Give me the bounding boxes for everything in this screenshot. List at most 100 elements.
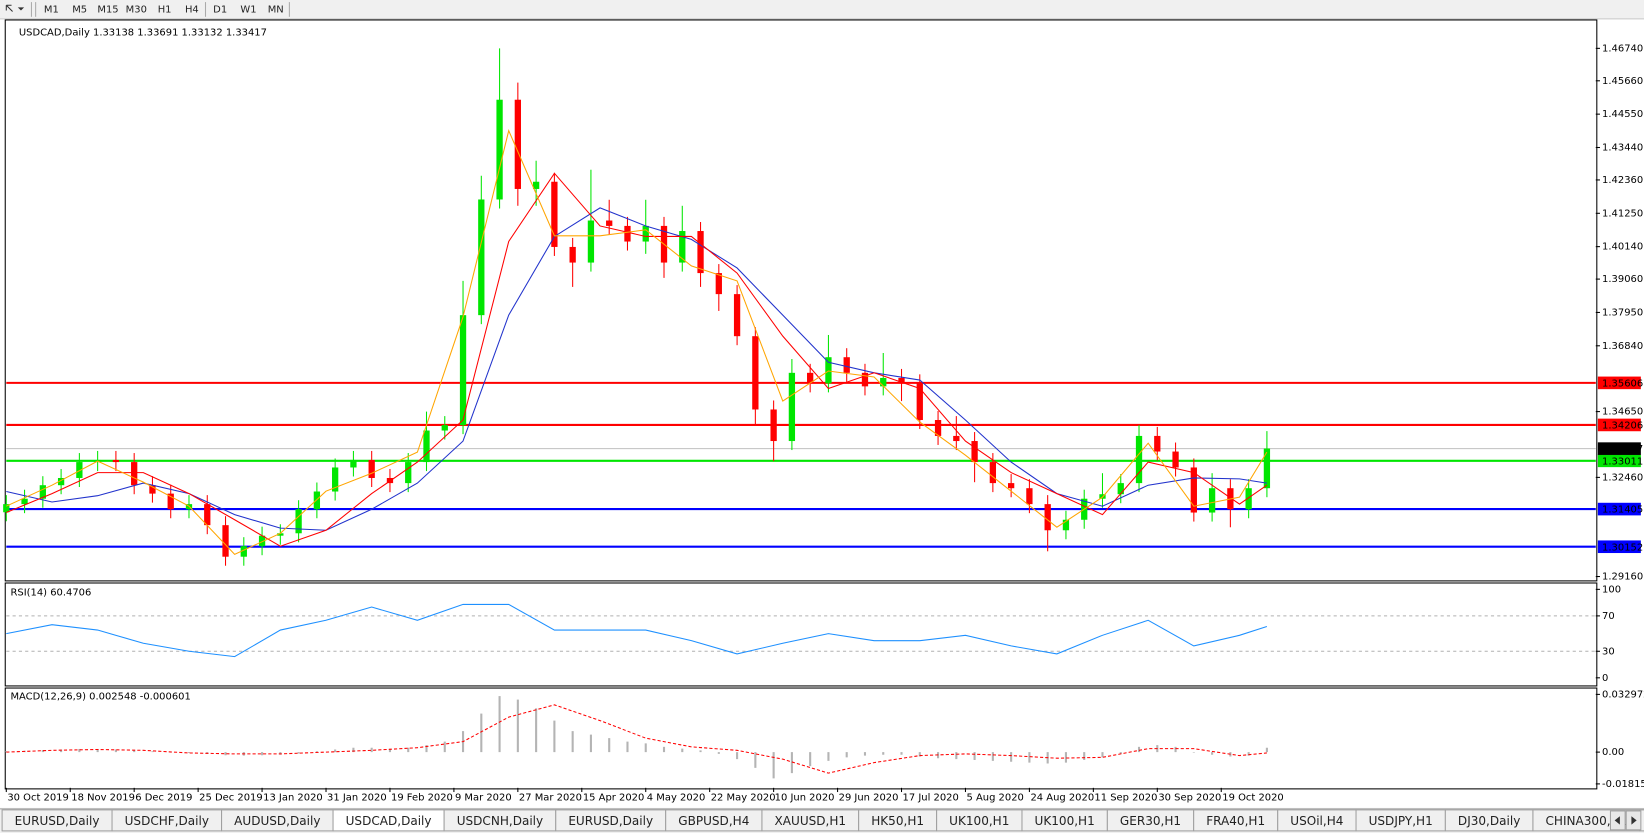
candle-body — [861, 372, 869, 387]
x-tick-label: 6 Dec 2019 — [135, 792, 192, 803]
candle-body — [733, 294, 741, 337]
tab-label[interactable]: HK50,H1 — [871, 814, 924, 828]
moving-average — [6, 172, 1268, 547]
candle-body — [1154, 435, 1161, 452]
y-tick-label: 1.32460 — [1602, 472, 1643, 483]
level-label-box — [1597, 502, 1641, 516]
current-price-box — [1597, 442, 1641, 455]
timeframe-button[interactable]: W1 — [240, 4, 256, 15]
timeframe-button[interactable]: MN — [268, 4, 284, 15]
cursor-icon[interactable] — [5, 4, 13, 12]
tab-label[interactable]: USDCAD,Daily — [346, 814, 432, 828]
histogram-bar — [1119, 752, 1122, 754]
candle-body — [3, 504, 10, 513]
histogram-bar — [662, 746, 666, 753]
candle-body — [240, 546, 247, 557]
level-label: 1.31405 — [1602, 505, 1643, 516]
tab-label[interactable]: USDJPY,H1 — [1369, 814, 1433, 828]
histogram-bar — [498, 696, 501, 753]
histogram-bar — [388, 748, 392, 753]
histogram-bar — [224, 752, 227, 756]
current-price-label: 1.33417 — [1602, 444, 1643, 455]
candle-body — [332, 467, 339, 492]
tab-label[interactable]: GER30,H1 — [1120, 814, 1181, 828]
candle-body — [1044, 504, 1051, 531]
level-label-box — [1597, 540, 1641, 554]
histogram-bar — [918, 752, 921, 757]
timeframe-button[interactable]: M1 — [44, 4, 59, 15]
candle-body — [258, 535, 266, 547]
candle-body — [222, 525, 229, 557]
candle-body — [350, 459, 357, 468]
candle-body — [532, 181, 540, 189]
tab-label[interactable]: XAUUSD,H1 — [775, 814, 847, 828]
timeframe-button[interactable]: M30 — [126, 4, 147, 15]
y-tick-label: 1.40140 — [1602, 242, 1643, 253]
candle-body — [752, 336, 759, 410]
level-label: 1.35606 — [1602, 378, 1643, 389]
tab-label[interactable]: EURUSD,Daily — [15, 814, 100, 828]
histogram-bar — [1192, 752, 1195, 753]
y-tick-label: 1.36840 — [1602, 341, 1643, 352]
tab-label[interactable]: FRA40,H1 — [1206, 814, 1265, 828]
chart-title: USDCAD,Daily 1.33138 1.33691 1.33132 1.3… — [19, 28, 267, 39]
histogram-bar — [863, 752, 867, 756]
x-tick-label: 18 Nov 2019 — [71, 792, 135, 803]
histogram-bar — [1137, 746, 1141, 753]
tab-label[interactable]: UK100,H1 — [1035, 814, 1095, 828]
histogram-bar — [334, 749, 337, 753]
candle-body — [39, 485, 46, 499]
tab-label[interactable]: UK100,H1 — [949, 814, 1009, 828]
histogram-bar — [790, 752, 793, 774]
tab-label[interactable]: USOil,H4 — [1290, 814, 1343, 828]
candle-body — [880, 377, 887, 387]
y-tick-label: 30 — [1602, 646, 1615, 657]
tab-label[interactable]: USDCHF,Daily — [125, 814, 209, 828]
histogram-bar — [1083, 752, 1086, 760]
candle-body — [514, 99, 521, 189]
histogram-bar — [297, 752, 300, 754]
timeframe-button[interactable]: H1 — [158, 4, 172, 15]
candle-body — [989, 462, 997, 484]
candle-body — [825, 357, 832, 384]
tab-label[interactable]: AUDUSD,Daily — [234, 814, 320, 828]
moving-average — [6, 129, 1268, 555]
candle-body — [1062, 519, 1070, 531]
y-tick-label: 1.37950 — [1602, 307, 1643, 318]
x-tick-label: 13 Jan 2020 — [263, 792, 323, 803]
panel-frame — [4, 19, 1598, 582]
dropdown-icon[interactable] — [17, 7, 25, 11]
histogram-bar — [736, 752, 739, 760]
histogram-bar — [809, 752, 812, 767]
y-tick-label: 100 — [1602, 584, 1621, 595]
x-tick-label: 30 Sep 2020 — [1158, 792, 1221, 803]
tab-label[interactable]: CHINA300,H1 — [1546, 814, 1628, 828]
signal-line — [6, 704, 1267, 774]
rsi-line — [6, 603, 1268, 658]
x-tick-label: 19 Feb 2020 — [391, 792, 453, 803]
timeframe-button[interactable]: M15 — [97, 4, 118, 15]
timeframe-button[interactable]: D1 — [213, 4, 227, 15]
moving-average — [6, 207, 1267, 531]
histogram-bar — [407, 747, 410, 753]
candle-body — [1172, 451, 1179, 468]
timeframe-button[interactable]: H4 — [185, 4, 199, 15]
histogram-bar — [827, 752, 830, 761]
histogram-bar — [589, 734, 592, 753]
histogram-bar — [772, 752, 775, 779]
candle-body — [204, 504, 211, 526]
tab-label[interactable]: USDCNH,Daily — [457, 814, 543, 828]
candle-body — [368, 459, 375, 478]
candle-body — [697, 231, 704, 274]
y-tick-label: 1.46740 — [1602, 43, 1643, 54]
tab-label[interactable]: EURUSD,Daily — [568, 814, 653, 828]
tab-label[interactable]: DJ30,Daily — [1458, 814, 1520, 828]
tab-label[interactable]: GBPUSD,H4 — [678, 814, 749, 828]
histogram-bar — [187, 752, 191, 753]
candle-body — [934, 420, 942, 436]
candle-body — [1117, 483, 1124, 495]
timeframe-button[interactable]: M5 — [72, 4, 87, 15]
candle-body — [21, 498, 28, 505]
